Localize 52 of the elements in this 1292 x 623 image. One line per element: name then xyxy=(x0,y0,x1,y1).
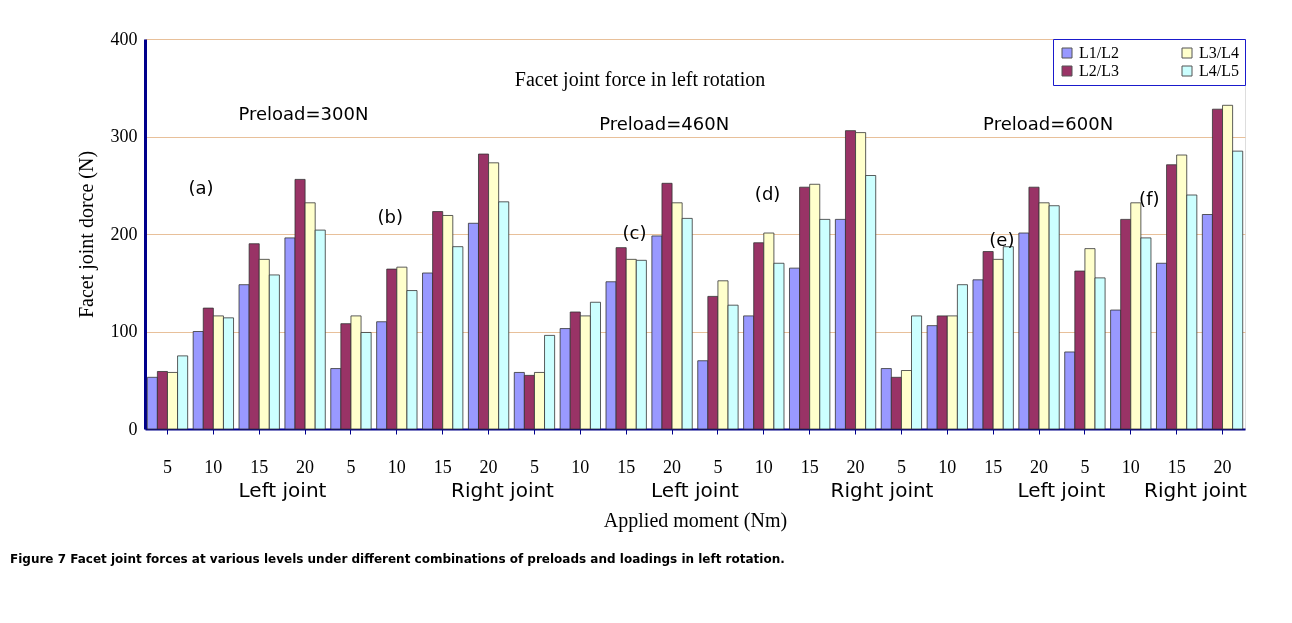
x-tick-label: 15 xyxy=(433,456,452,477)
annotation: (e) xyxy=(989,228,1015,250)
annotation: (b) xyxy=(377,206,404,228)
text: Left joint xyxy=(651,478,740,502)
y-tick-label: 400 xyxy=(110,28,138,49)
x-tick-label: 15 xyxy=(800,456,819,477)
x-tick-label: 20 xyxy=(1213,456,1232,477)
x-tick-label: 5 xyxy=(529,456,539,477)
annotation: (f) xyxy=(1139,187,1160,209)
x-tick-label: 20 xyxy=(479,456,498,477)
x-tick-label: 10 xyxy=(1121,456,1140,477)
y-tick-label: 300 xyxy=(110,126,138,146)
x-tick-label: 20 xyxy=(663,456,682,477)
x-tick-label: 10 xyxy=(204,456,223,477)
x-tick-label: 5 xyxy=(346,456,356,477)
x-tick-label: 10 xyxy=(571,456,590,477)
x-tick-label: 15 xyxy=(1167,456,1186,477)
caption: Figure 7 Facet joint forces at various levels under different combinations of preloads and loadings in left rotation. xyxy=(10,552,785,566)
text: Left joint xyxy=(1017,478,1106,502)
text: Left joint xyxy=(238,478,327,502)
y-axis-title: Facet joint dorce (N) xyxy=(74,150,98,319)
text: Right joint xyxy=(451,478,555,502)
x-tick-label: 20 xyxy=(846,456,865,477)
y-tick-label: 100 xyxy=(110,321,138,341)
legend-label: L2/L3 xyxy=(1079,62,1119,79)
text: Right joint xyxy=(830,478,934,502)
x-tick-label: 10 xyxy=(938,456,957,477)
legend-label: L4/L5 xyxy=(1199,62,1239,79)
legend-label: L1/L2 xyxy=(1079,44,1119,61)
x-tick-label: 15 xyxy=(250,456,269,477)
annotation: (a) xyxy=(188,177,214,199)
x-tick-label: 20 xyxy=(1030,456,1049,477)
annotation: (d) xyxy=(754,183,781,204)
x-tick-label: 5 xyxy=(896,456,906,477)
x-axis-title: Applied moment (Nm) xyxy=(603,508,788,532)
x-tick-label: 5 xyxy=(1080,456,1090,477)
annotation: Preload=300N xyxy=(238,103,369,125)
x-tick-label: 20 xyxy=(296,456,315,477)
x-tick-label: 10 xyxy=(754,456,773,477)
annotation: Preload=460N xyxy=(599,112,730,134)
x-tick-label: 15 xyxy=(617,456,636,477)
x-tick-label: 5 xyxy=(713,456,723,477)
text: Right joint xyxy=(1144,478,1248,502)
text: Facet joint force in left rotation xyxy=(514,67,766,91)
x-tick-label: 5 xyxy=(162,456,172,477)
y-tick-label: 200 xyxy=(110,223,138,244)
x-tick-label: 15 xyxy=(984,456,1003,477)
x-tick-label: 10 xyxy=(387,456,406,477)
annotation: (c) xyxy=(622,222,647,243)
legend-label: L3/L4 xyxy=(1199,44,1239,61)
annotation: Preload=600N xyxy=(983,112,1114,134)
y-tick-label: 0 xyxy=(128,418,138,439)
